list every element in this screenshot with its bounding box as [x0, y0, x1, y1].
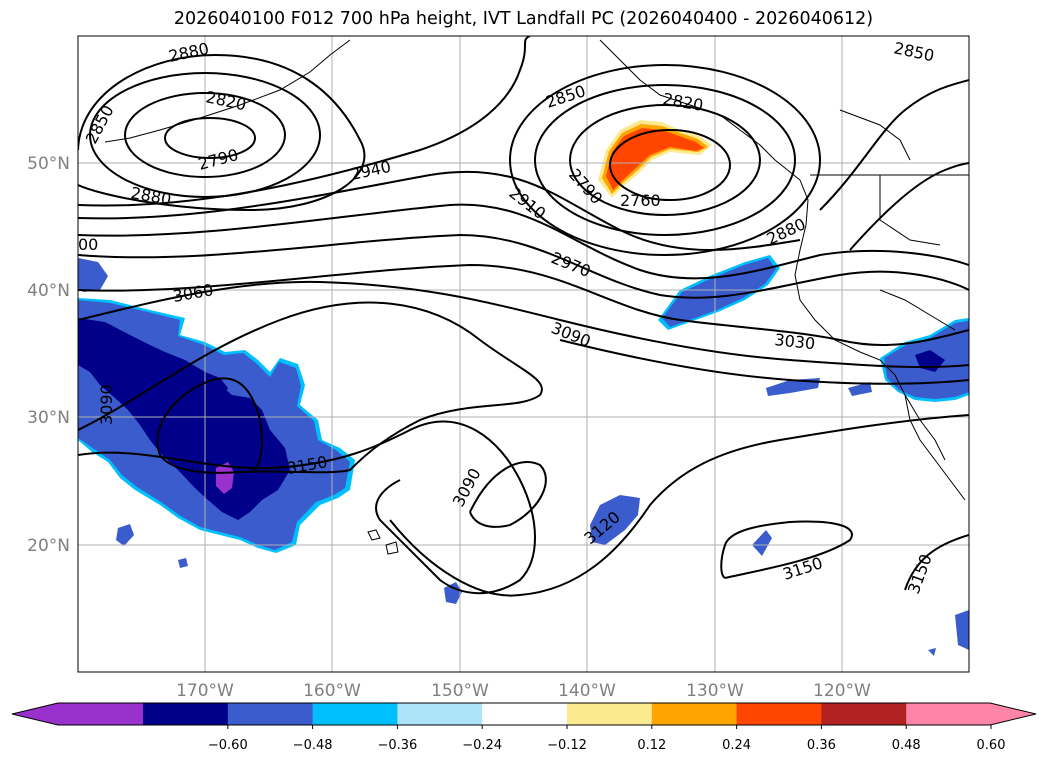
colorbar-segment — [227, 703, 314, 725]
colorbar-tick-label: −0.12 — [547, 738, 587, 753]
graticule — [78, 36, 969, 672]
colorbar-tick-label: −0.48 — [293, 738, 333, 753]
contour-3150-se — [904, 534, 969, 591]
border-states-1 — [879, 175, 941, 246]
lon-label: 160°W — [303, 681, 361, 701]
contour-3120 — [78, 420, 536, 595]
lon-label: 170°W — [176, 681, 234, 701]
border-states-3 — [879, 289, 956, 331]
lon-label: 120°W — [813, 681, 871, 701]
contour-label: 2760 — [620, 191, 661, 210]
coast-alaska-peninsula — [104, 39, 351, 143]
ivt-region-southeast-corner — [955, 610, 969, 650]
lat-label: 20°N — [27, 536, 70, 556]
ivt-region-west-edge — [78, 258, 108, 292]
lat-label: 50°N — [27, 154, 70, 174]
ivt-region-small-3 — [928, 648, 936, 656]
contour-north-east — [819, 79, 969, 211]
contour-3030 — [78, 263, 969, 346]
colorbar-segment — [143, 703, 229, 725]
height-contours — [78, 36, 969, 597]
colorbar: −0.60 −0.48 −0.36 −0.24 −0.12 0.12 0.24 0.36 0.4… — [11, 702, 1037, 753]
contour-low-west-4 — [78, 53, 366, 212]
coast-us-west — [794, 179, 966, 501]
colorbar-tick-label: 0.60 — [977, 738, 1006, 753]
contour-low-west-2 — [124, 92, 286, 178]
colorbar-tick-label: 0.24 — [722, 738, 751, 753]
contour-3120-outer — [389, 414, 969, 597]
coast-baja — [904, 394, 946, 461]
colorbar-tick-label: −0.60 — [208, 738, 248, 753]
colorbar-segment — [821, 703, 907, 725]
colorbar-outline — [11, 702, 1037, 726]
ivt-region-west-inner — [78, 318, 290, 520]
contour-low-east-3 — [534, 84, 796, 236]
colorbar-tick-label: −0.24 — [462, 738, 502, 753]
ivt-region-central-4 — [766, 378, 820, 396]
lon-label: 130°W — [686, 681, 744, 701]
ivt-region-central-3 — [752, 530, 772, 556]
lat-label: 30°N — [27, 408, 70, 428]
contour-3060 — [78, 280, 969, 369]
colorbar-tick-label: −0.36 — [377, 738, 417, 753]
ivt-region-small-2 — [178, 558, 188, 568]
lon-label: 150°W — [431, 681, 489, 701]
contour-label: 3030 — [774, 330, 816, 353]
colorbar-segment — [567, 703, 653, 725]
longitude-labels: 170°W 160°W 150°W 140°W 130°W 120°W — [176, 681, 871, 701]
latitude-labels: 50°N 40°N 30°N 20°N — [27, 154, 70, 556]
contour-low-east-4 — [509, 64, 821, 256]
contour-low-east-2 — [569, 104, 761, 216]
colorbar-segment — [736, 703, 822, 725]
border-states-2 — [839, 109, 911, 161]
contour-3150-east — [720, 520, 853, 579]
colorbar-tick-label: 0.48 — [892, 738, 921, 753]
map-title: 2026040100 F012 700 hPa height, IVT Land… — [173, 9, 874, 29]
lon-label: 140°W — [558, 681, 616, 701]
contour-low-west-3 — [89, 72, 321, 198]
contour-2910 — [78, 36, 531, 207]
colorbar-extend-low — [12, 703, 143, 725]
map-frame — [77, 35, 970, 673]
contour-3090-south — [469, 461, 547, 528]
coast-hawaii — [367, 529, 399, 555]
contour-label: 00 — [78, 235, 98, 254]
colorbar-tick-label: 0.12 — [637, 738, 666, 753]
contour-low-west-inner — [164, 117, 256, 159]
colorbar-segment — [397, 703, 483, 725]
colorbar-extend-high — [906, 703, 1036, 725]
ivt-region-positive-core — [606, 128, 704, 190]
colorbar-segment — [651, 703, 738, 725]
lat-label: 40°N — [27, 281, 70, 301]
colorbar-tick-label: 0.36 — [807, 738, 836, 753]
contour-label: 3090 — [97, 384, 116, 425]
ivt-region-purple — [216, 462, 234, 494]
contour-3090-east — [559, 339, 969, 385]
colorbar-segment — [312, 703, 398, 725]
ivt-region-small-1 — [116, 524, 134, 546]
contour-2970 — [78, 203, 969, 280]
ivt-region-central-1 — [590, 495, 640, 545]
contour-2940 — [78, 170, 801, 251]
contour-low-east-inner — [609, 129, 731, 201]
contour-3000 — [78, 233, 969, 299]
ivt-region-central-5 — [848, 382, 872, 396]
contour-north-east-2 — [849, 162, 969, 251]
ivt-region-central-2 — [444, 582, 462, 604]
ivt-region-northeast-band-core — [662, 258, 776, 327]
colorbar-segment — [482, 703, 568, 725]
